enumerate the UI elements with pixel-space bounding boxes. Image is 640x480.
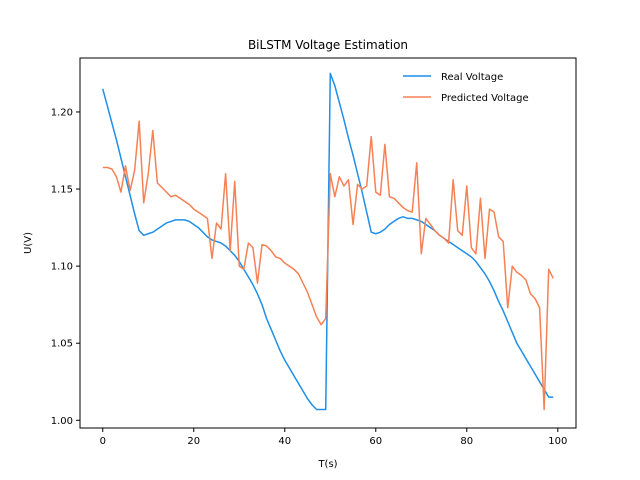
x-tick-label: 60 xyxy=(369,436,382,447)
plot-frame xyxy=(79,57,577,429)
y-axis-label: U(V) xyxy=(23,232,34,254)
x-tick-label: 0 xyxy=(100,436,106,447)
x-tick-label: 20 xyxy=(187,436,200,447)
legend-label-2: Predicted Voltage xyxy=(441,93,529,104)
x-tick-label: 80 xyxy=(460,436,473,447)
series-line-2 xyxy=(102,120,554,411)
y-tick-label: 1.15 xyxy=(51,185,73,196)
plot-lines xyxy=(102,72,554,411)
y-tick-label: 1.20 xyxy=(51,107,73,118)
x-axis-ticks: 0 20 40 60 80 100 xyxy=(100,428,567,447)
y-tick-label: 1.00 xyxy=(51,416,73,427)
y-tick-label: 1.10 xyxy=(51,262,73,273)
chart-title: BiLSTM Voltage Estimation xyxy=(248,38,408,52)
x-tick-label: 100 xyxy=(548,436,567,447)
legend-label-1: Real Voltage xyxy=(441,72,503,83)
y-axis-ticks: 1.00 1.05 1.10 1.15 1.20 xyxy=(51,107,80,427)
x-tick-label: 40 xyxy=(278,436,291,447)
legend: Real Voltage Predicted Voltage xyxy=(403,72,529,104)
y-tick-label: 1.05 xyxy=(51,339,73,350)
x-axis-label: T(s) xyxy=(317,459,337,470)
